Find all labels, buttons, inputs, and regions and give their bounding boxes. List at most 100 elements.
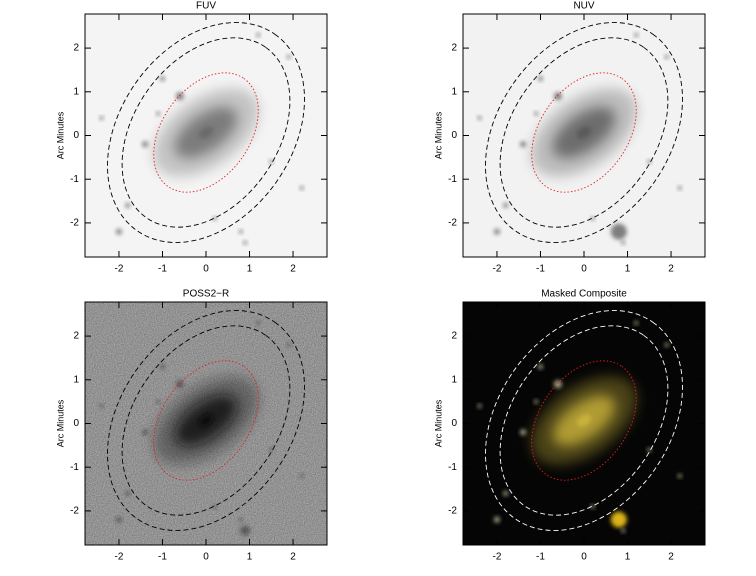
y-axis-label: Arc Minutes: [433, 111, 443, 159]
y-tick-label: -2: [448, 218, 457, 229]
y-tick-label: 2: [73, 331, 79, 342]
panel: FUV Arc Minutes -2 -1 0 1 2 -2 -1 0 1 2: [55, 1, 328, 275]
star: [125, 490, 131, 496]
star: [493, 516, 500, 523]
panel: Masked Composite Arc Minutes -2 -1 0 1 2 -2 -1 0 1…: [433, 289, 706, 563]
star: [647, 447, 652, 452]
star: [269, 447, 274, 452]
star: [256, 32, 261, 37]
y-axis-label: Arc Minutes: [55, 399, 65, 447]
star: [553, 92, 562, 101]
galaxy-core: [576, 126, 592, 139]
x-tick-label: -1: [158, 552, 167, 563]
image: [463, 302, 705, 545]
background-ellipse: [121, 325, 291, 516]
panel-title: FUV: [196, 1, 216, 12]
x-tick-label: 0: [581, 264, 587, 275]
x-tick-label: -2: [492, 264, 501, 275]
star: [299, 185, 304, 190]
star: [493, 228, 500, 235]
panel: POSS2−R Arc Minutes -2 -1 0 1 2 -2 -1 0 1 2: [55, 289, 328, 563]
y-tick-label: 0: [73, 418, 79, 429]
star: [99, 404, 104, 409]
star: [590, 216, 595, 221]
star: [621, 240, 626, 245]
star: [664, 342, 669, 347]
y-tick-label: 1: [73, 374, 79, 385]
galaxy-core: [198, 414, 214, 427]
background-ellipse: [107, 22, 305, 243]
x-tick-label: -1: [158, 264, 167, 275]
image: [85, 302, 327, 545]
star: [647, 159, 652, 164]
x-tick-label: -1: [536, 552, 545, 563]
y-axis-label: Arc Minutes: [433, 399, 443, 447]
aperture-ellipse: [153, 72, 259, 193]
star: [125, 202, 131, 208]
star: [677, 473, 682, 478]
star: [621, 528, 626, 533]
x-tick-label: 2: [668, 264, 674, 275]
star: [503, 490, 509, 496]
background-ellipse: [121, 37, 291, 228]
star: [610, 223, 627, 240]
y-tick-label: -2: [70, 218, 79, 229]
y-tick-label: 1: [451, 86, 457, 97]
star: [590, 504, 595, 509]
star: [212, 216, 217, 221]
y-tick-label: -1: [448, 174, 457, 185]
aperture-ellipse: [153, 360, 259, 481]
star: [175, 92, 184, 101]
y-tick-label: 0: [451, 418, 457, 429]
y-tick-label: 0: [73, 130, 79, 141]
y-tick-label: 2: [73, 43, 79, 54]
star: [537, 76, 543, 82]
star: [534, 399, 539, 404]
star: [240, 525, 251, 536]
star: [115, 516, 122, 523]
y-tick-label: -1: [70, 462, 79, 473]
x-tick-label: 1: [247, 552, 253, 563]
star: [634, 320, 639, 325]
star: [115, 228, 122, 235]
star: [238, 229, 243, 234]
star: [159, 76, 165, 82]
star: [677, 185, 682, 190]
y-axis-label: Arc Minutes: [55, 111, 65, 159]
background-ellipse: [499, 325, 669, 516]
panel-title: POSS2−R: [183, 289, 229, 300]
star: [664, 54, 669, 59]
star: [534, 111, 539, 116]
x-tick-label: 0: [581, 552, 587, 563]
background-ellipse: [485, 310, 683, 531]
star: [477, 116, 482, 121]
star: [142, 429, 149, 436]
star: [634, 32, 639, 37]
image: [463, 14, 705, 257]
panel: NUV Arc Minutes -2 -1 0 1 2 -2 -1 0 1 2: [433, 1, 706, 275]
star: [477, 404, 482, 409]
x-tick-label: -2: [114, 264, 123, 275]
y-tick-label: -2: [70, 506, 79, 517]
y-tick-label: -1: [448, 462, 457, 473]
x-tick-label: -1: [536, 264, 545, 275]
star: [142, 141, 149, 148]
x-tick-label: -2: [492, 552, 501, 563]
background-ellipse: [107, 310, 305, 531]
x-tick-label: 2: [290, 552, 296, 563]
star: [156, 399, 161, 404]
star: [243, 240, 248, 245]
panel-title: Masked Composite: [541, 289, 627, 300]
star: [99, 116, 104, 121]
x-tick-label: 2: [290, 264, 296, 275]
star: [610, 511, 627, 528]
x-tick-label: 2: [668, 552, 674, 563]
star: [256, 320, 261, 325]
star: [269, 159, 274, 164]
y-tick-label: 2: [451, 331, 457, 342]
star: [299, 473, 304, 478]
y-tick-label: 1: [451, 374, 457, 385]
background-ellipse: [499, 37, 669, 228]
star: [238, 517, 243, 522]
